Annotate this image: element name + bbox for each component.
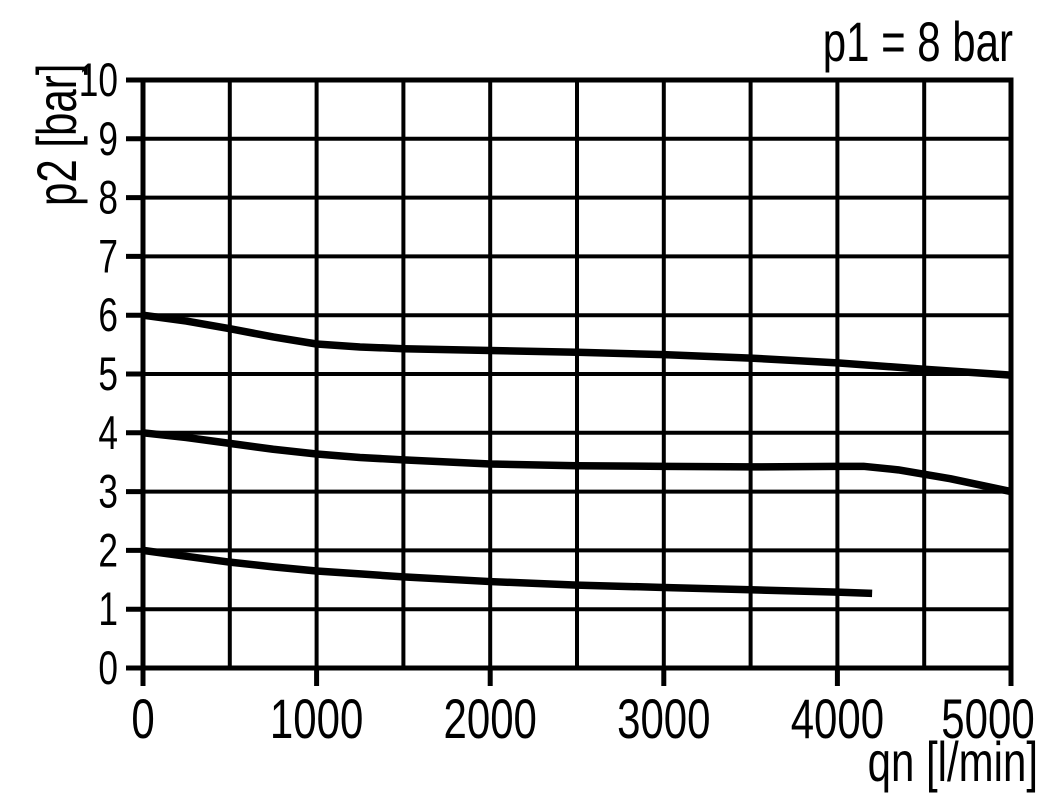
curve-setpoint-2-bar — [142, 546, 873, 598]
y-tick-label: 0 — [98, 641, 118, 694]
y-axis-label: p2 [bar] — [26, 64, 88, 206]
chart-title: p1 = 8 bar — [823, 11, 1013, 73]
x-tick-label: 0 — [131, 688, 154, 750]
grid-layer — [143, 80, 1011, 668]
y-tick-label: 10 — [79, 53, 118, 106]
y-tick-label: 1 — [98, 582, 118, 635]
y-tick-label: 4 — [98, 406, 118, 459]
y-tick-label: 2 — [98, 523, 118, 576]
x-tick-label: 3000 — [617, 688, 710, 750]
y-tick-label: 6 — [98, 288, 118, 341]
y-tick-label: 9 — [98, 112, 118, 165]
curve-layer — [142, 311, 1012, 598]
y-tick-label: 3 — [98, 465, 118, 518]
x-tick-label: 2000 — [443, 688, 536, 750]
curve-setpoint-6-bar — [142, 311, 1012, 379]
x-axis-label: qn [l/min] — [868, 731, 1038, 793]
x-tick-label: 4000 — [791, 688, 884, 750]
tick-layer — [126, 77, 1014, 686]
x-tick-label: 1000 — [270, 688, 363, 750]
y-tick-label: 8 — [98, 171, 118, 224]
y-tick-label: 7 — [98, 229, 118, 282]
curve-setpoint-4-bar — [142, 429, 1012, 496]
y-tick-label: 5 — [98, 347, 118, 400]
x-tick-label: 5000 — [941, 688, 1034, 750]
